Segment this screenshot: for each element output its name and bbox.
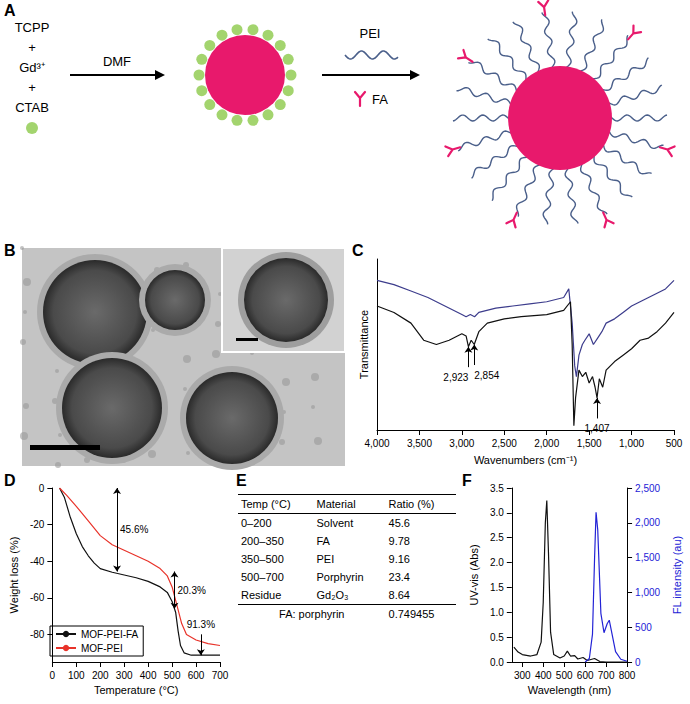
svg-text:1,000: 1,000 xyxy=(635,587,660,598)
svg-text:500: 500 xyxy=(666,438,683,449)
svg-text:500: 500 xyxy=(635,622,652,633)
svg-text:2,923: 2,923 xyxy=(443,372,468,383)
svg-text:3.0: 3.0 xyxy=(490,507,504,518)
svg-text:-60: -60 xyxy=(30,592,45,603)
html-text:Residue: Residue xyxy=(241,589,282,601)
svg-text:3,500: 3,500 xyxy=(407,438,432,449)
html-text:Material: Material xyxy=(316,498,356,510)
svg-text:4,000: 4,000 xyxy=(364,438,389,449)
html-text:45.6: 45.6 xyxy=(388,517,410,529)
svg-text:UV-vis (Abs): UV-vis (Abs) xyxy=(468,544,480,605)
svg-text:2,854: 2,854 xyxy=(474,370,499,381)
svg-text:FL intensity (au): FL intensity (au) xyxy=(671,536,683,614)
svg-text:1,500: 1,500 xyxy=(635,552,660,563)
svg-text:700: 700 xyxy=(212,670,229,681)
svg-text:0: 0 xyxy=(39,483,45,494)
svg-text:Wavenumbers (cm⁻¹): Wavenumbers (cm⁻¹) xyxy=(474,454,577,466)
html-text:8.64: 8.64 xyxy=(388,589,410,601)
svg-text:2,000: 2,000 xyxy=(534,438,559,449)
svg-text:20.3%: 20.3% xyxy=(177,585,205,596)
svg-text:Transmittance: Transmittance xyxy=(358,310,370,379)
html-text:A: A xyxy=(4,2,16,19)
svg-text:3.5: 3.5 xyxy=(490,483,504,494)
html-text:B: B xyxy=(4,242,16,259)
svg-text:Weight loss (%): Weight loss (%) xyxy=(8,537,20,614)
html-text:9.16: 9.16 xyxy=(388,553,410,565)
svg-text:1.5: 1.5 xyxy=(490,582,504,593)
svg-text:800: 800 xyxy=(619,670,636,681)
svg-text:400: 400 xyxy=(535,670,552,681)
svg-text:MOF-PEI-FA: MOF-PEI-FA xyxy=(81,629,139,640)
svg-text:Wavelength (nm): Wavelength (nm) xyxy=(528,684,611,696)
svg-text:PEI: PEI xyxy=(360,26,381,41)
html-text:E: E xyxy=(236,472,247,489)
svg-text:3,000: 3,000 xyxy=(449,438,474,449)
svg-text:Gd³⁺: Gd³⁺ xyxy=(19,60,45,75)
html-text:Solvent: Solvent xyxy=(316,517,354,529)
svg-text:2,000: 2,000 xyxy=(635,517,660,528)
html-text:Porphyrin: Porphyrin xyxy=(316,571,364,583)
html-text:500–700: 500–700 xyxy=(241,571,284,583)
svg-text:MOF-PEI: MOF-PEI xyxy=(81,643,123,654)
svg-text:-40: -40 xyxy=(30,556,45,567)
svg-text:200: 200 xyxy=(92,670,109,681)
svg-text:1.0: 1.0 xyxy=(490,607,504,618)
html-text:PEI: PEI xyxy=(316,553,335,565)
svg-text:300: 300 xyxy=(514,670,531,681)
svg-text:2.0: 2.0 xyxy=(490,557,504,568)
svg-text:0.5: 0.5 xyxy=(490,632,504,643)
html-text:FA: FA xyxy=(316,535,330,547)
html-text:23.4: 23.4 xyxy=(388,571,410,583)
html-text:C: C xyxy=(352,242,364,259)
html-text:Ratio (%): Ratio (%) xyxy=(388,498,435,510)
svg-text:-20: -20 xyxy=(30,519,45,530)
svg-text:500: 500 xyxy=(556,670,573,681)
svg-text:2,500: 2,500 xyxy=(492,438,517,449)
svg-text:0: 0 xyxy=(635,657,641,668)
html-text:350–500: 350–500 xyxy=(241,553,284,565)
html-text:Gd₂O₃: Gd₂O₃ xyxy=(316,589,349,601)
html-text:9.78: 9.78 xyxy=(388,535,410,547)
svg-text:1,500: 1,500 xyxy=(577,438,602,449)
svg-text:400: 400 xyxy=(140,670,157,681)
svg-text:1,000: 1,000 xyxy=(619,438,644,449)
html-text:F: F xyxy=(462,472,472,489)
svg-text:Temperature (°C): Temperature (°C) xyxy=(94,684,178,696)
html-text:D: D xyxy=(4,472,16,489)
svg-text:-80: -80 xyxy=(30,629,45,640)
svg-text:500: 500 xyxy=(164,670,181,681)
svg-text:600: 600 xyxy=(188,670,205,681)
svg-text:300: 300 xyxy=(116,670,133,681)
svg-text:91.3%: 91.3% xyxy=(187,619,215,630)
svg-text:700: 700 xyxy=(598,670,615,681)
svg-text:+: + xyxy=(28,40,36,55)
svg-text:2,500: 2,500 xyxy=(635,483,660,494)
svg-text:100: 100 xyxy=(68,670,85,681)
svg-text:FA: FA xyxy=(372,92,388,107)
svg-text:+: + xyxy=(28,80,36,95)
html-text:0–200: 0–200 xyxy=(241,517,272,529)
svg-text:600: 600 xyxy=(577,670,594,681)
svg-text:1,407: 1,407 xyxy=(585,423,610,434)
svg-text:TCPP: TCPP xyxy=(15,20,50,35)
html-text:200–350: 200–350 xyxy=(241,535,284,547)
html-text:Temp (°C): Temp (°C) xyxy=(241,498,291,510)
svg-text:0: 0 xyxy=(50,670,56,681)
svg-text:0.0: 0.0 xyxy=(490,657,504,668)
svg-text:DMF: DMF xyxy=(103,54,131,69)
svg-text:45.6%: 45.6% xyxy=(120,524,148,535)
svg-text:2.5: 2.5 xyxy=(490,532,504,543)
svg-text:CTAB: CTAB xyxy=(15,100,49,115)
html-text:FA: porphyrin: FA: porphyrin xyxy=(279,608,345,620)
html-text:0.749455: 0.749455 xyxy=(388,608,435,620)
